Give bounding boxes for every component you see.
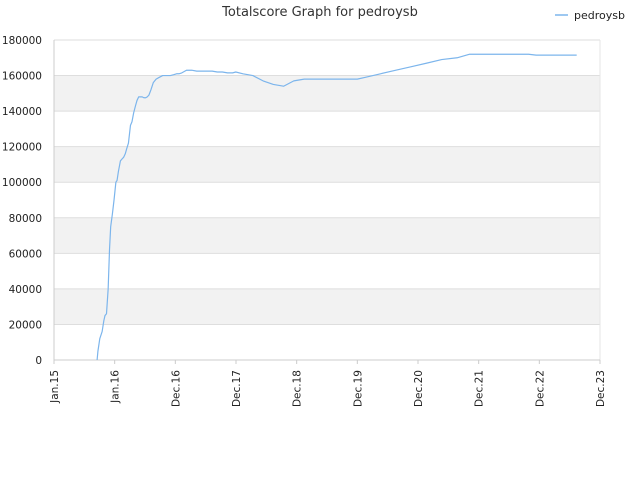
y-axis-ticks: 0 20000 40000 60000 80000 100000 120000 140000 1…: [2, 35, 42, 367]
plot-band: [54, 217, 600, 254]
x-tick-label: Dec.21: [474, 370, 486, 407]
x-tick-label: Dec.17: [231, 370, 243, 407]
x-tick-label: Jan.16: [110, 370, 122, 404]
plot-band: [54, 146, 600, 183]
y-tick-label: 160000: [2, 71, 42, 83]
series-layer: [96, 53, 577, 361]
series-line-pedroysb[interactable]: [96, 53, 577, 361]
legend[interactable]: pedroysb: [555, 9, 625, 22]
y-tick-label: 40000: [9, 284, 42, 296]
y-tick-label: 100000: [2, 177, 42, 189]
chart-title: Totalscore Graph for pedroysb: [221, 5, 418, 20]
plot-bands: [54, 75, 600, 325]
plot-frame: [53, 40, 601, 361]
x-tick-label: Dec.16: [170, 370, 182, 407]
x-tick-label: Dec.18: [292, 370, 304, 407]
x-axis-ticks: Jan.15 Jan.16 Dec.16 Dec.17 Dec.18 Dec.19 Dec.…: [49, 360, 607, 407]
x-tick-label: Dec.20: [413, 370, 425, 407]
x-tick-label: Dec.22: [534, 370, 546, 407]
y-tick-label: 0: [35, 355, 42, 367]
plot-band: [54, 75, 600, 112]
legend-entry-pedroysb: pedroysb: [574, 9, 625, 22]
x-tick-label: Dec.19: [352, 370, 364, 407]
plot-band: [54, 288, 600, 325]
y-tick-label: 120000: [2, 142, 42, 154]
y-tick-label: 80000: [9, 213, 42, 225]
x-tick-label: Dec.23: [595, 370, 607, 407]
y-tick-label: 60000: [9, 248, 42, 260]
y-tick-label: 180000: [2, 35, 42, 47]
y-tick-label: 20000: [9, 319, 42, 331]
x-tick-label: Jan.15: [49, 370, 61, 404]
y-tick-label: 140000: [2, 106, 42, 118]
